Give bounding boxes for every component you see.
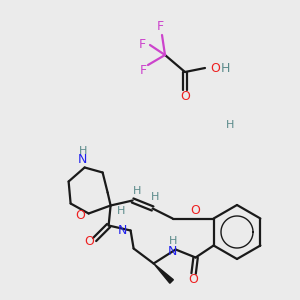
Text: O: O bbox=[76, 209, 85, 222]
Text: N: N bbox=[78, 153, 87, 166]
Text: N: N bbox=[118, 224, 127, 237]
Text: H: H bbox=[150, 191, 159, 202]
Text: N: N bbox=[168, 245, 177, 258]
Text: O: O bbox=[210, 62, 220, 76]
Text: H: H bbox=[132, 185, 141, 196]
Text: H: H bbox=[78, 146, 87, 155]
Text: O: O bbox=[190, 204, 200, 217]
Text: F: F bbox=[138, 38, 146, 52]
Text: H: H bbox=[168, 236, 177, 247]
Polygon shape bbox=[154, 263, 173, 283]
Text: O: O bbox=[189, 273, 199, 286]
Text: H: H bbox=[221, 62, 230, 76]
Text: F: F bbox=[140, 64, 147, 76]
Text: F: F bbox=[156, 20, 164, 34]
Text: H: H bbox=[226, 120, 234, 130]
Text: H: H bbox=[116, 206, 125, 215]
Text: O: O bbox=[85, 235, 94, 248]
Text: O: O bbox=[180, 91, 190, 103]
